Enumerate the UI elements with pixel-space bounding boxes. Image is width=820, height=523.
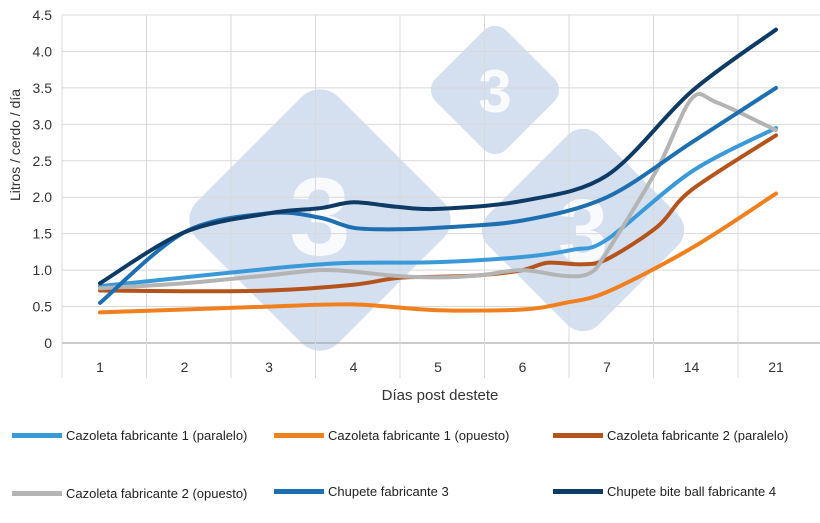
y-tick-label: 0.5 [33, 299, 53, 315]
series-lines [98, 27, 778, 315]
legend-item: Chupete fabricante 3 [274, 484, 449, 499]
legend-label: Chupete bite ball fabricante 4 [607, 484, 777, 499]
legend-label: Cazoleta fabricante 1 (paralelo) [66, 428, 248, 443]
legend-item: Cazoleta fabricante 1 (opuesto) [274, 428, 509, 443]
watermark-digit: 3 [478, 58, 511, 125]
legend-label: Chupete fabricante 3 [328, 484, 449, 499]
series-line [98, 27, 778, 286]
x-tick-label: 3 [265, 359, 273, 375]
y-tick-label: 2.5 [33, 153, 53, 169]
series-line [98, 126, 778, 289]
legend-label: Cazoleta fabricante 2 (opuesto) [66, 486, 248, 501]
legend-swatch [12, 433, 62, 438]
x-tick-label: 6 [519, 359, 527, 375]
x-tick-label: 7 [603, 359, 611, 375]
series-line [98, 85, 778, 305]
x-axis-ticks: 1 2 3 4 5 6 7 14 21 [96, 359, 784, 375]
y-axis-label: Litros / cerdo / día [7, 89, 23, 201]
y-tick-label: 1.5 [33, 226, 53, 242]
gridlines [61, 14, 820, 378]
legend-item: Cazoleta fabricante 1 (paralelo) [12, 428, 247, 443]
legend-label: Cazoleta fabricante 2 (paralelo) [607, 428, 789, 443]
legend-swatch [553, 433, 603, 438]
legend-label: Cazoleta fabricante 1 (opuesto) [328, 428, 510, 443]
legend-item: Cazoleta fabricante 2 (paralelo) [553, 428, 788, 443]
series-line [98, 191, 778, 315]
x-tick-label: 14 [684, 359, 700, 375]
x-tick-label: 5 [434, 359, 442, 375]
y-tick-label: 4.0 [33, 43, 53, 59]
series-line [98, 92, 778, 291]
y-tick-label: 3.0 [33, 116, 53, 132]
y-tick-label: 1.0 [33, 262, 53, 278]
x-tick-label: 2 [181, 359, 189, 375]
x-tick-label: 4 [350, 359, 358, 375]
x-tick-label: 1 [96, 359, 104, 375]
y-tick-label: 0 [44, 335, 52, 351]
y-tick-label: 3.5 [33, 80, 53, 96]
legend-swatch [12, 491, 62, 496]
x-tick-label: 21 [768, 359, 784, 375]
legend-item: Cazoleta fabricante 2 (opuesto) [12, 486, 247, 501]
legend-swatch [274, 489, 324, 494]
y-axis-ticks: 0 0.5 1.0 1.5 2.0 2.5 3.0 3.5 4.0 4.5 [33, 7, 53, 351]
legend-item: Chupete bite ball fabricante 4 [553, 484, 776, 499]
legend-swatch [553, 489, 603, 494]
legend-swatch [274, 433, 324, 438]
x-axis-label: Días post destete [382, 387, 499, 404]
y-tick-label: 2.0 [33, 189, 53, 205]
y-tick-label: 4.5 [33, 7, 53, 23]
